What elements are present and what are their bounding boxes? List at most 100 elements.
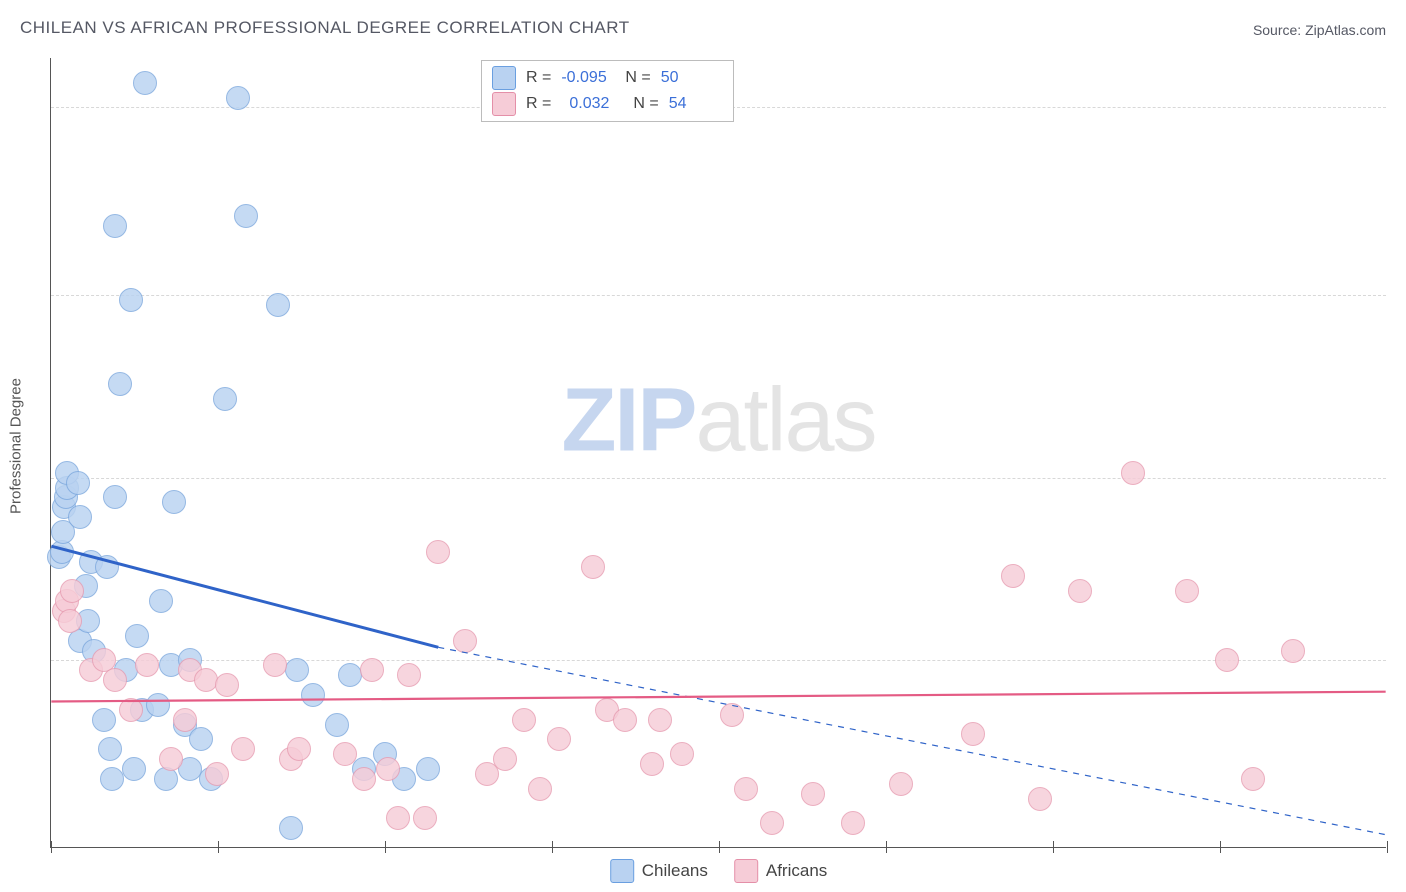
data-point (841, 811, 865, 835)
data-point (119, 288, 143, 312)
n-value-africans: 54 (669, 95, 723, 113)
data-point (266, 293, 290, 317)
data-point (95, 555, 119, 579)
data-point (213, 387, 237, 411)
y-tick-label: 11.2% (1392, 286, 1406, 304)
data-point (512, 708, 536, 732)
data-point (159, 747, 183, 771)
trend-lines (51, 58, 1386, 847)
data-point (103, 214, 127, 238)
data-point (301, 683, 325, 707)
data-point (215, 673, 239, 697)
y-axis-label: Professional Degree (8, 378, 25, 514)
data-point (1001, 564, 1025, 588)
x-tick (218, 841, 219, 853)
data-point (493, 747, 517, 771)
plot-area: ZIPatlas R = -0.095 N = 50 R = 0.032 N =… (50, 58, 1386, 848)
swatch-chileans-icon (492, 66, 516, 90)
data-point (360, 658, 384, 682)
data-point (453, 629, 477, 653)
data-point (287, 737, 311, 761)
data-point (194, 668, 218, 692)
legend-swatch-africans-icon (734, 859, 758, 883)
data-point (640, 752, 664, 776)
data-point (162, 490, 186, 514)
correlation-stats-box: R = -0.095 N = 50 R = 0.032 N = 54 (481, 60, 734, 122)
data-point (889, 772, 913, 796)
swatch-africans-icon (492, 92, 516, 116)
data-point (1281, 639, 1305, 663)
gridline (51, 295, 1386, 296)
data-point (119, 698, 143, 722)
data-point (386, 806, 410, 830)
data-point (133, 71, 157, 95)
data-point (528, 777, 552, 801)
data-point (98, 737, 122, 761)
data-point (760, 811, 784, 835)
x-tick (385, 841, 386, 853)
data-point (125, 624, 149, 648)
watermark: ZIPatlas (561, 369, 875, 472)
data-point (648, 708, 672, 732)
data-point (103, 668, 127, 692)
bottom-legend: Chileans Africans (610, 859, 828, 883)
data-point (1121, 461, 1145, 485)
data-point (58, 609, 82, 633)
x-tick (1220, 841, 1221, 853)
r-label: R = (526, 69, 551, 87)
chart-title: CHILEAN VS AFRICAN PROFESSIONAL DEGREE C… (20, 18, 630, 38)
y-tick-label: 3.8% (1392, 651, 1406, 669)
data-point (231, 737, 255, 761)
data-point (135, 653, 159, 677)
data-point (416, 757, 440, 781)
data-point (1241, 767, 1265, 791)
legend-label: Chileans (642, 861, 708, 881)
legend-swatch-chileans-icon (610, 859, 634, 883)
watermark-part1: ZIP (561, 370, 695, 470)
data-point (426, 540, 450, 564)
data-point (333, 742, 357, 766)
stats-row-chileans: R = -0.095 N = 50 (492, 65, 723, 91)
data-point (734, 777, 758, 801)
data-point (352, 767, 376, 791)
data-point (66, 471, 90, 495)
x-tick (719, 841, 720, 853)
data-point (801, 782, 825, 806)
stats-row-africans: R = 0.032 N = 54 (492, 91, 723, 117)
data-point (226, 86, 250, 110)
data-point (285, 658, 309, 682)
data-point (149, 589, 173, 613)
data-point (547, 727, 571, 751)
legend-label: Africans (766, 861, 827, 881)
data-point (325, 713, 349, 737)
gridline (51, 660, 1386, 661)
data-point (613, 708, 637, 732)
data-point (60, 579, 84, 603)
data-point (670, 742, 694, 766)
data-point (1215, 648, 1239, 672)
data-point (1028, 787, 1052, 811)
r-value-chileans: -0.095 (561, 69, 615, 87)
y-tick-label: 7.5% (1392, 469, 1406, 487)
data-point (173, 708, 197, 732)
data-point (279, 816, 303, 840)
source-label: Source: ZipAtlas.com (1253, 22, 1386, 38)
legend-item-chileans: Chileans (610, 859, 708, 883)
data-point (100, 767, 124, 791)
watermark-part2: atlas (695, 370, 875, 470)
data-point (338, 663, 362, 687)
data-point (413, 806, 437, 830)
n-label: N = (633, 95, 658, 113)
data-point (108, 372, 132, 396)
legend-item-africans: Africans (734, 859, 827, 883)
data-point (376, 757, 400, 781)
data-point (1175, 579, 1199, 603)
x-tick (1053, 841, 1054, 853)
data-point (234, 204, 258, 228)
x-tick (51, 841, 52, 853)
n-label: N = (625, 69, 650, 87)
x-tick (552, 841, 553, 853)
data-point (103, 485, 127, 509)
r-value-africans: 0.032 (561, 95, 623, 113)
data-point (720, 703, 744, 727)
